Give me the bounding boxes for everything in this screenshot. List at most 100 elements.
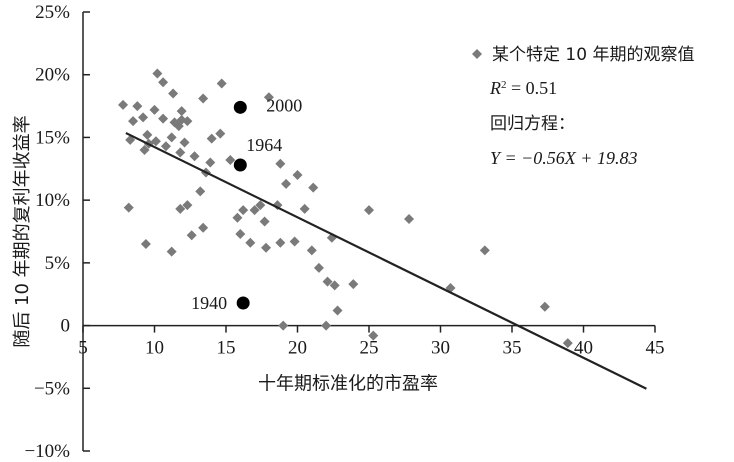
y-tick-label: −5% (34, 378, 70, 399)
y-tick-label: 15% (35, 127, 70, 148)
observation-point (275, 158, 286, 169)
y-tick-label: 20% (35, 65, 70, 86)
annotated-point-label: 1964 (246, 135, 282, 155)
r-squared-value: = 0.51 (507, 78, 558, 98)
observation-point (479, 245, 490, 256)
observation-point (158, 113, 169, 124)
annotated-point (236, 296, 250, 310)
x-axis-ticks: 5 10 15 20 25 30 35 40 45 (78, 325, 665, 359)
observation-point (150, 136, 161, 147)
annotated-point-label: 1940 (191, 293, 227, 313)
observation-point (232, 212, 243, 223)
y-axis-title: 随后 10 年期的复利年收益率 (12, 115, 33, 347)
x-tick-label: 40 (574, 338, 593, 359)
observation-point (329, 280, 340, 291)
observation-point (175, 147, 186, 158)
observation-point (278, 320, 289, 331)
y-tick-label: 25% (35, 2, 70, 23)
observation-point (166, 246, 177, 257)
observation-point (168, 88, 179, 99)
observation-point (118, 99, 129, 110)
observation-point (179, 137, 190, 148)
observation-point (308, 182, 319, 193)
observation-point (198, 222, 209, 233)
observation-point (152, 68, 163, 79)
observation-point (313, 262, 324, 273)
x-tick-label: 35 (503, 338, 522, 359)
observation-point (322, 276, 333, 287)
observation-point (139, 144, 150, 155)
observation-points (118, 68, 573, 349)
observation-point (132, 101, 143, 112)
r-squared-exponent: 2 (501, 79, 507, 91)
annotated-point-label: 2000 (266, 95, 302, 115)
observation-point (299, 203, 310, 214)
observation-point (281, 178, 292, 189)
observation-point (158, 77, 169, 88)
r-squared-label: R2 = 0.51 (489, 78, 557, 98)
observation-point (404, 213, 415, 224)
annotated-point (233, 158, 247, 172)
y-tick-label: 10% (35, 190, 70, 211)
observation-point (259, 216, 270, 227)
legend-diamond-marker (472, 49, 482, 59)
observation-point (245, 237, 256, 248)
observation-point (539, 301, 550, 312)
legend-series-label: 某个特定 10 年期的观察值 (492, 45, 694, 65)
legend: 某个特定 10 年期的观察值 R2 = 0.51 回归方程： Y = −0.56… (472, 45, 694, 168)
regression-equation: Y = −0.56X + 19.83 (490, 148, 637, 168)
annotated-point (233, 100, 247, 114)
observation-point (205, 157, 216, 168)
x-axis-title: 十年期标准化的市盈率 (258, 374, 438, 395)
observation-point (123, 202, 134, 213)
observation-point (206, 133, 217, 144)
observation-point (321, 320, 332, 331)
observation-point (364, 205, 374, 216)
observation-point (562, 338, 573, 349)
observation-point (368, 330, 379, 341)
observation-point (332, 305, 343, 316)
regression-line (125, 132, 647, 390)
observation-point (166, 132, 177, 143)
observation-point (175, 203, 186, 214)
observation-point (189, 151, 200, 162)
annotated-points: 2000 1964 1940 (191, 95, 302, 313)
observation-point (235, 229, 246, 240)
y-axis-ticks: 25% 20% 15% 10% 5% 0 −5% −10% (24, 2, 90, 462)
observation-point (255, 200, 266, 211)
x-tick-label: 30 (431, 338, 450, 359)
observation-point (249, 205, 260, 216)
y-tick-label: 5% (45, 253, 71, 274)
observation-point (292, 170, 303, 181)
observation-point (261, 242, 272, 253)
observation-point (348, 279, 359, 290)
y-tick-label: −10% (24, 441, 70, 462)
observation-point (182, 116, 193, 127)
observation-point (176, 106, 187, 117)
observation-point (142, 129, 153, 140)
observation-point (128, 116, 139, 127)
observation-point (225, 155, 236, 166)
r-squared-symbol: R (489, 78, 501, 98)
x-tick-label: 45 (646, 338, 665, 359)
observation-point (138, 112, 149, 123)
observation-point (160, 141, 171, 152)
observation-point (195, 186, 206, 197)
x-tick-label: 10 (145, 338, 164, 359)
observation-point (186, 230, 197, 241)
x-tick-label: 25 (360, 338, 379, 359)
observation-point (263, 92, 274, 103)
observation-point (149, 104, 160, 115)
x-tick-label: 15 (217, 338, 236, 359)
x-tick-label: 20 (288, 338, 307, 359)
observation-point (182, 200, 193, 211)
observation-point (238, 205, 249, 216)
x-tick-label: 5 (78, 338, 88, 359)
observation-point (275, 237, 286, 248)
observation-point (216, 78, 227, 89)
observation-point (215, 128, 226, 139)
observation-point (289, 236, 300, 247)
observation-point (198, 93, 209, 104)
y-tick-label: 0 (61, 316, 71, 337)
observation-point (306, 245, 317, 256)
